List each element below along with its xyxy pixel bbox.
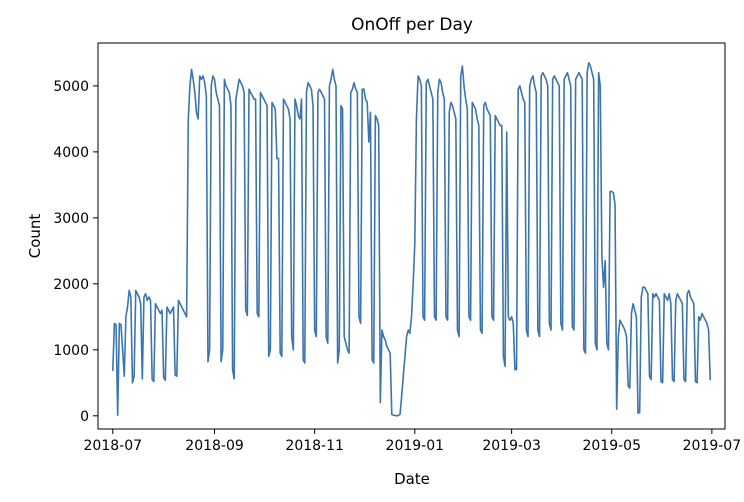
y-tick-label: 4000 [53, 145, 89, 161]
y-axis-label: Count [26, 214, 44, 259]
y-tick-label: 3000 [53, 211, 89, 227]
plot-frame [97, 42, 726, 430]
chart-title: OnOff per Day [351, 15, 473, 35]
y-tick-label: 1000 [53, 343, 89, 359]
x-tick-label: 2019-07 [683, 438, 742, 454]
x-tick-label: 2018-07 [84, 438, 143, 454]
x-tick-label: 2018-11 [285, 438, 344, 454]
series-line [111, 61, 712, 417]
x-axis: 2018-07 2018-09 2018-11 2019-01 2019-03 2019-… [84, 429, 742, 454]
y-tick-label: 5000 [53, 79, 89, 95]
x-tick-label: 2019-03 [482, 438, 541, 454]
y-axis: 0 1000 2000 3000 4000 5000 [53, 79, 98, 425]
x-tick-label: 2019-01 [386, 438, 445, 454]
plot-area [111, 61, 712, 417]
y-tick-label: 0 [80, 409, 89, 425]
x-tick-label: 2019-05 [582, 438, 641, 454]
y-tick-label: 2000 [53, 277, 89, 293]
x-axis-label: Date [394, 470, 430, 488]
x-tick-label: 2018-09 [185, 438, 244, 454]
